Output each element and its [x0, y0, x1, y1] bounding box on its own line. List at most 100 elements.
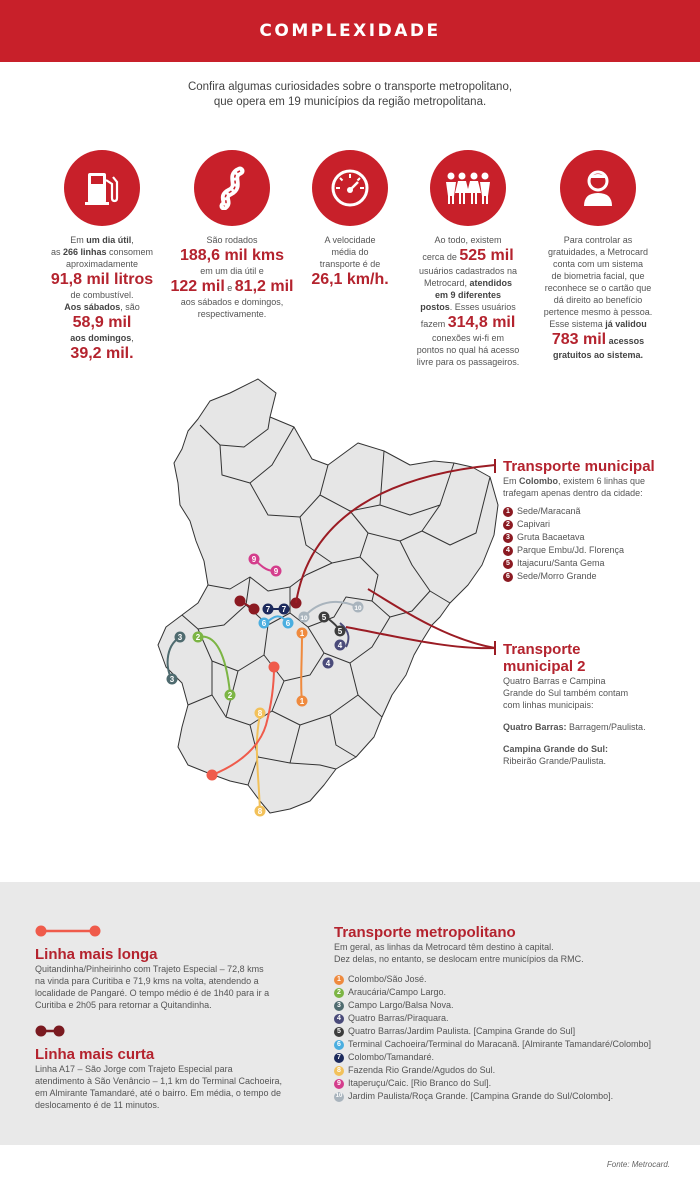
route-marker-6: 6	[258, 617, 270, 629]
fuel-weekday-value: 91,8 mil litros	[50, 271, 154, 288]
svg-text:4: 4	[338, 641, 343, 650]
footer-area	[0, 1145, 700, 1200]
svg-text:2: 2	[196, 633, 201, 642]
list-item: 6 Terminal Cachoeira/Terminal do Maracanã…	[334, 1038, 694, 1051]
transporte-metropolitano: Transporte metropolitano Em geral, as li…	[334, 920, 694, 1103]
municipality-shapes	[157, 378, 499, 814]
route-marker-7b: 7	[278, 603, 290, 615]
list-item: 1 Colombo/São José.	[334, 973, 694, 986]
biometrics-value: 783 mil	[551, 331, 607, 348]
fuel-sunday-value: 39,2 mil.	[70, 345, 134, 362]
route-marker-10b: 10	[352, 601, 364, 613]
route-marker-9b: 9	[270, 565, 282, 577]
list-item: 5 Quatro Barras/Jardim Paulista. [Campina…	[334, 1025, 694, 1038]
svg-text:9: 9	[274, 567, 279, 576]
fuel-pump-icon	[64, 150, 140, 226]
list-item: 4 Parque Embu/Jd. Florença	[503, 544, 698, 557]
distance-weekday-value: 188,6 mil kms	[179, 247, 285, 264]
linha-mais-longa: Linha mais longa Quitandinha/Pinheirinho…	[35, 924, 325, 1011]
svg-text:3: 3	[178, 633, 183, 642]
list-item: 1 Sede/Maracanã	[503, 505, 698, 518]
longest-route	[211, 666, 275, 776]
svg-text:4: 4	[326, 659, 331, 668]
route-marker-5b: 5	[334, 625, 346, 637]
route-8	[255, 714, 261, 812]
svg-text:5: 5	[322, 613, 327, 622]
route-marker-4b: 4	[322, 657, 334, 669]
user-icon	[560, 150, 636, 226]
transporte-municipal-title: Transporte municipal	[503, 458, 655, 475]
users-value: 525 mil	[459, 247, 514, 264]
list-item: 10 Jardim Paulista/Roça Grande. [Campina …	[334, 1091, 614, 1102]
list-item: 4 Quatro Barras/Piraquara.	[334, 1012, 694, 1025]
municipal-lines-list: 1 Sede/Maracanã 2 Capivari 3 Gruta Bacaetav…	[503, 505, 698, 583]
route-marker-6b: 6	[282, 617, 294, 629]
route-1	[300, 632, 303, 702]
route-marker-2b: 2	[224, 689, 236, 701]
distance-saturday-value: 122 mil	[170, 278, 225, 295]
linha-mais-curta-title: Linha mais curta	[35, 1046, 155, 1063]
svg-text:8: 8	[258, 807, 263, 816]
intro-text: Confira algumas curiosidades sobre o tra…	[0, 80, 700, 110]
route-marker-7: 7	[262, 603, 274, 615]
transporte-municipal-2-title: Transporte municipal 2	[503, 641, 586, 675]
svg-text:1: 1	[300, 697, 305, 706]
list-item: 6 Sede/Morro Grande	[503, 570, 698, 583]
callout-municipal-2a	[345, 626, 496, 650]
source-note: Fonte: Metrocard.	[606, 1160, 670, 1169]
stat-speed: A velocidade média do transporte é de 26…	[288, 150, 412, 289]
page-title: COMPLEXIDADE	[259, 21, 441, 41]
route-marker-1b: 1	[296, 695, 308, 707]
route-4	[339, 622, 350, 648]
people-icon	[430, 150, 506, 226]
list-item: 2 Capivari	[503, 518, 698, 531]
svg-text:3: 3	[170, 675, 175, 684]
callout-municipal	[295, 464, 496, 604]
intro-line-1: Confira algumas curiosidades sobre o tra…	[187, 81, 513, 93]
list-item: 9 Itaperuçu/Caic. [Rio Branco do Sul].	[334, 1077, 694, 1090]
stat-users: Ao todo, existem cerca de 525 mil usuári…	[406, 150, 530, 368]
route-marker-5: 5	[318, 611, 330, 623]
shortest-line-icon	[35, 1025, 65, 1037]
speed-value: 26,1 km/h.	[311, 271, 389, 288]
metropolitan-lines-list: 1 Colombo/São José. 2 Araucária/Campo Larg…	[334, 973, 694, 1103]
route-marker-1: 1	[296, 627, 308, 639]
callout-municipal-2b	[367, 588, 496, 649]
svg-text:8: 8	[258, 709, 263, 718]
route-marker-2: 2	[192, 631, 204, 643]
longest-line-icon	[35, 925, 101, 937]
list-item: 7 Colombo/Tamandaré.	[334, 1051, 694, 1064]
route-marker-3: 3	[174, 631, 186, 643]
wifi-connections-value: 314,8 mil	[447, 314, 516, 331]
svg-text:7: 7	[282, 605, 287, 614]
transporte-municipal-2-legend: Transporte municipal 2 Quatro Barras e C…	[503, 641, 698, 767]
svg-text:9: 9	[252, 555, 257, 564]
svg-text:1: 1	[300, 629, 305, 638]
list-item: 5 Itajacuru/Santa Gema	[503, 557, 698, 570]
route-marker-8b: 8	[254, 805, 266, 817]
svg-text:10: 10	[300, 615, 308, 622]
shortest-route-ends	[234, 595, 260, 615]
list-item: 2 Araucária/Campo Largo.	[334, 986, 694, 999]
svg-text:10: 10	[354, 605, 362, 612]
svg-text:5: 5	[338, 627, 343, 636]
header-bar: COMPLEXIDADE	[0, 0, 700, 62]
road-icon	[194, 150, 270, 226]
route-marker-8: 8	[254, 707, 266, 719]
svg-text:6: 6	[262, 619, 267, 628]
bottom-panel: Linha mais longa Quitandinha/Pinheirinho…	[0, 882, 700, 1145]
list-item: 3 Campo Largo/Balsa Nova.	[334, 999, 694, 1012]
linha-mais-longa-title: Linha mais longa	[35, 946, 158, 963]
route-marker-10: 10	[298, 611, 310, 623]
map-outline	[157, 378, 499, 814]
route-marker-9: 9	[248, 553, 260, 565]
transporte-municipal-legend: Transporte municipal Em Colombo, existem…	[503, 458, 698, 583]
svg-text:6: 6	[286, 619, 291, 628]
svg-text:2: 2	[228, 691, 233, 700]
list-item: 8 Fazenda Rio Grande/Agudos do Sul.	[334, 1064, 694, 1077]
distance-sunday-value: 81,2 mil	[234, 278, 294, 295]
stat-biometrics: Para controlar as gratuidades, a Metroca…	[536, 150, 660, 361]
route-marker-3b: 3	[166, 673, 178, 685]
list-item: 3 Gruta Bacaetava	[503, 531, 698, 544]
longest-route-ends	[206, 661, 280, 781]
